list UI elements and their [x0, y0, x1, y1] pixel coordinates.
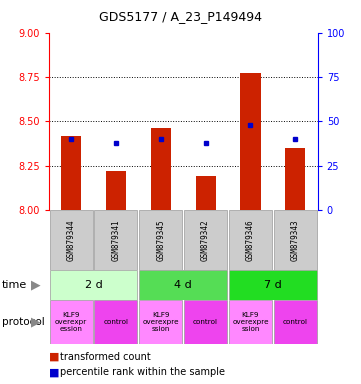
Text: 2 d: 2 d — [85, 280, 103, 290]
Bar — [49, 210, 93, 270]
Text: percentile rank within the sample: percentile rank within the sample — [60, 367, 225, 377]
Bar — [49, 270, 138, 300]
Bar — [274, 300, 317, 344]
Bar — [229, 210, 272, 270]
Text: 7 d: 7 d — [264, 280, 282, 290]
Text: GSM879346: GSM879346 — [246, 219, 255, 261]
Bar — [139, 210, 182, 270]
Bar — [184, 210, 227, 270]
Text: KLF9
overexpr
ession: KLF9 overexpr ession — [55, 311, 87, 332]
Bar — [184, 300, 227, 344]
Bar — [95, 210, 138, 270]
Text: KLF9
overexpre
ssion: KLF9 overexpre ssion — [232, 311, 269, 332]
Text: GSM879343: GSM879343 — [291, 219, 300, 261]
Bar — [139, 300, 182, 344]
Bar — [285, 148, 305, 210]
Bar — [106, 171, 126, 210]
Text: ■: ■ — [49, 352, 59, 362]
Bar — [274, 210, 317, 270]
Text: GDS5177 / A_23_P149494: GDS5177 / A_23_P149494 — [99, 10, 262, 23]
Text: GSM879345: GSM879345 — [156, 219, 165, 261]
Text: GSM879342: GSM879342 — [201, 219, 210, 261]
Text: control: control — [193, 319, 218, 324]
Text: time: time — [2, 280, 27, 290]
Bar — [229, 300, 272, 344]
Bar — [196, 176, 216, 210]
Text: KLF9
overexpre
ssion: KLF9 overexpre ssion — [143, 311, 179, 332]
Text: transformed count: transformed count — [60, 352, 150, 362]
Bar — [229, 270, 317, 300]
Bar — [139, 270, 227, 300]
Text: GSM879344: GSM879344 — [67, 219, 76, 261]
Bar — [240, 73, 261, 210]
Text: protocol: protocol — [2, 316, 44, 327]
Text: ▶: ▶ — [31, 315, 40, 328]
Text: control: control — [104, 319, 129, 324]
Text: 4 d: 4 d — [174, 280, 192, 290]
Text: ■: ■ — [49, 367, 59, 377]
Bar — [151, 128, 171, 210]
Text: GSM879341: GSM879341 — [112, 219, 121, 261]
Bar — [49, 300, 93, 344]
Text: ▶: ▶ — [31, 278, 40, 291]
Text: control: control — [283, 319, 308, 324]
Bar — [95, 300, 138, 344]
Bar — [61, 136, 81, 210]
